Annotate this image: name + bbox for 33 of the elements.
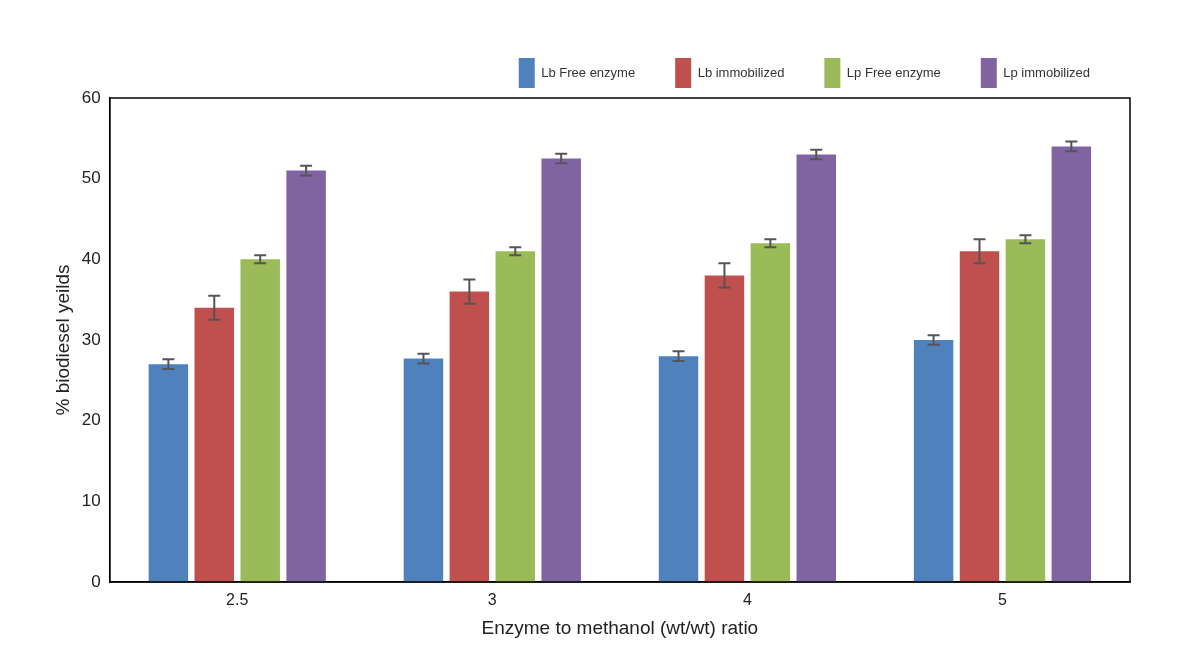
x-tick-label: 5 <box>998 591 1008 609</box>
bar <box>240 259 280 582</box>
x-tick-label: 2.5 <box>226 591 249 609</box>
y-tick-label: 0 <box>91 571 101 591</box>
bar <box>1051 146 1092 582</box>
legend-label: Lb Free enzyme <box>541 64 636 80</box>
bar <box>541 158 581 582</box>
bar <box>704 275 745 582</box>
bar <box>449 291 490 582</box>
x-axis-title: Enzyme to methanol (wt/wt) ratio <box>481 616 759 638</box>
legend-label: Lp immobilized <box>1003 64 1090 80</box>
bar <box>658 356 699 582</box>
x-tick-label: 3 <box>487 591 497 609</box>
y-tick-label: 30 <box>81 329 101 349</box>
bar <box>796 154 836 582</box>
bar <box>286 170 326 582</box>
y-tick-label: 50 <box>81 168 101 188</box>
y-axis-title: % biodiesel yeilds <box>51 264 73 416</box>
y-tick-label: 60 <box>81 87 101 107</box>
y-tick-label: 40 <box>81 249 101 269</box>
bar <box>495 251 536 582</box>
y-tick-label: 10 <box>81 491 101 511</box>
bar <box>194 307 235 582</box>
bar <box>403 358 444 582</box>
bar <box>148 364 189 582</box>
bar <box>750 243 791 582</box>
bar <box>1005 239 1046 582</box>
bar <box>959 251 1000 582</box>
y-tick-label: 20 <box>81 410 101 430</box>
legend-label: Lp Free enzyme <box>846 64 941 80</box>
bar <box>913 340 954 582</box>
legend-label: Lb immobilized <box>697 64 785 80</box>
x-tick-label: 4 <box>742 591 752 609</box>
